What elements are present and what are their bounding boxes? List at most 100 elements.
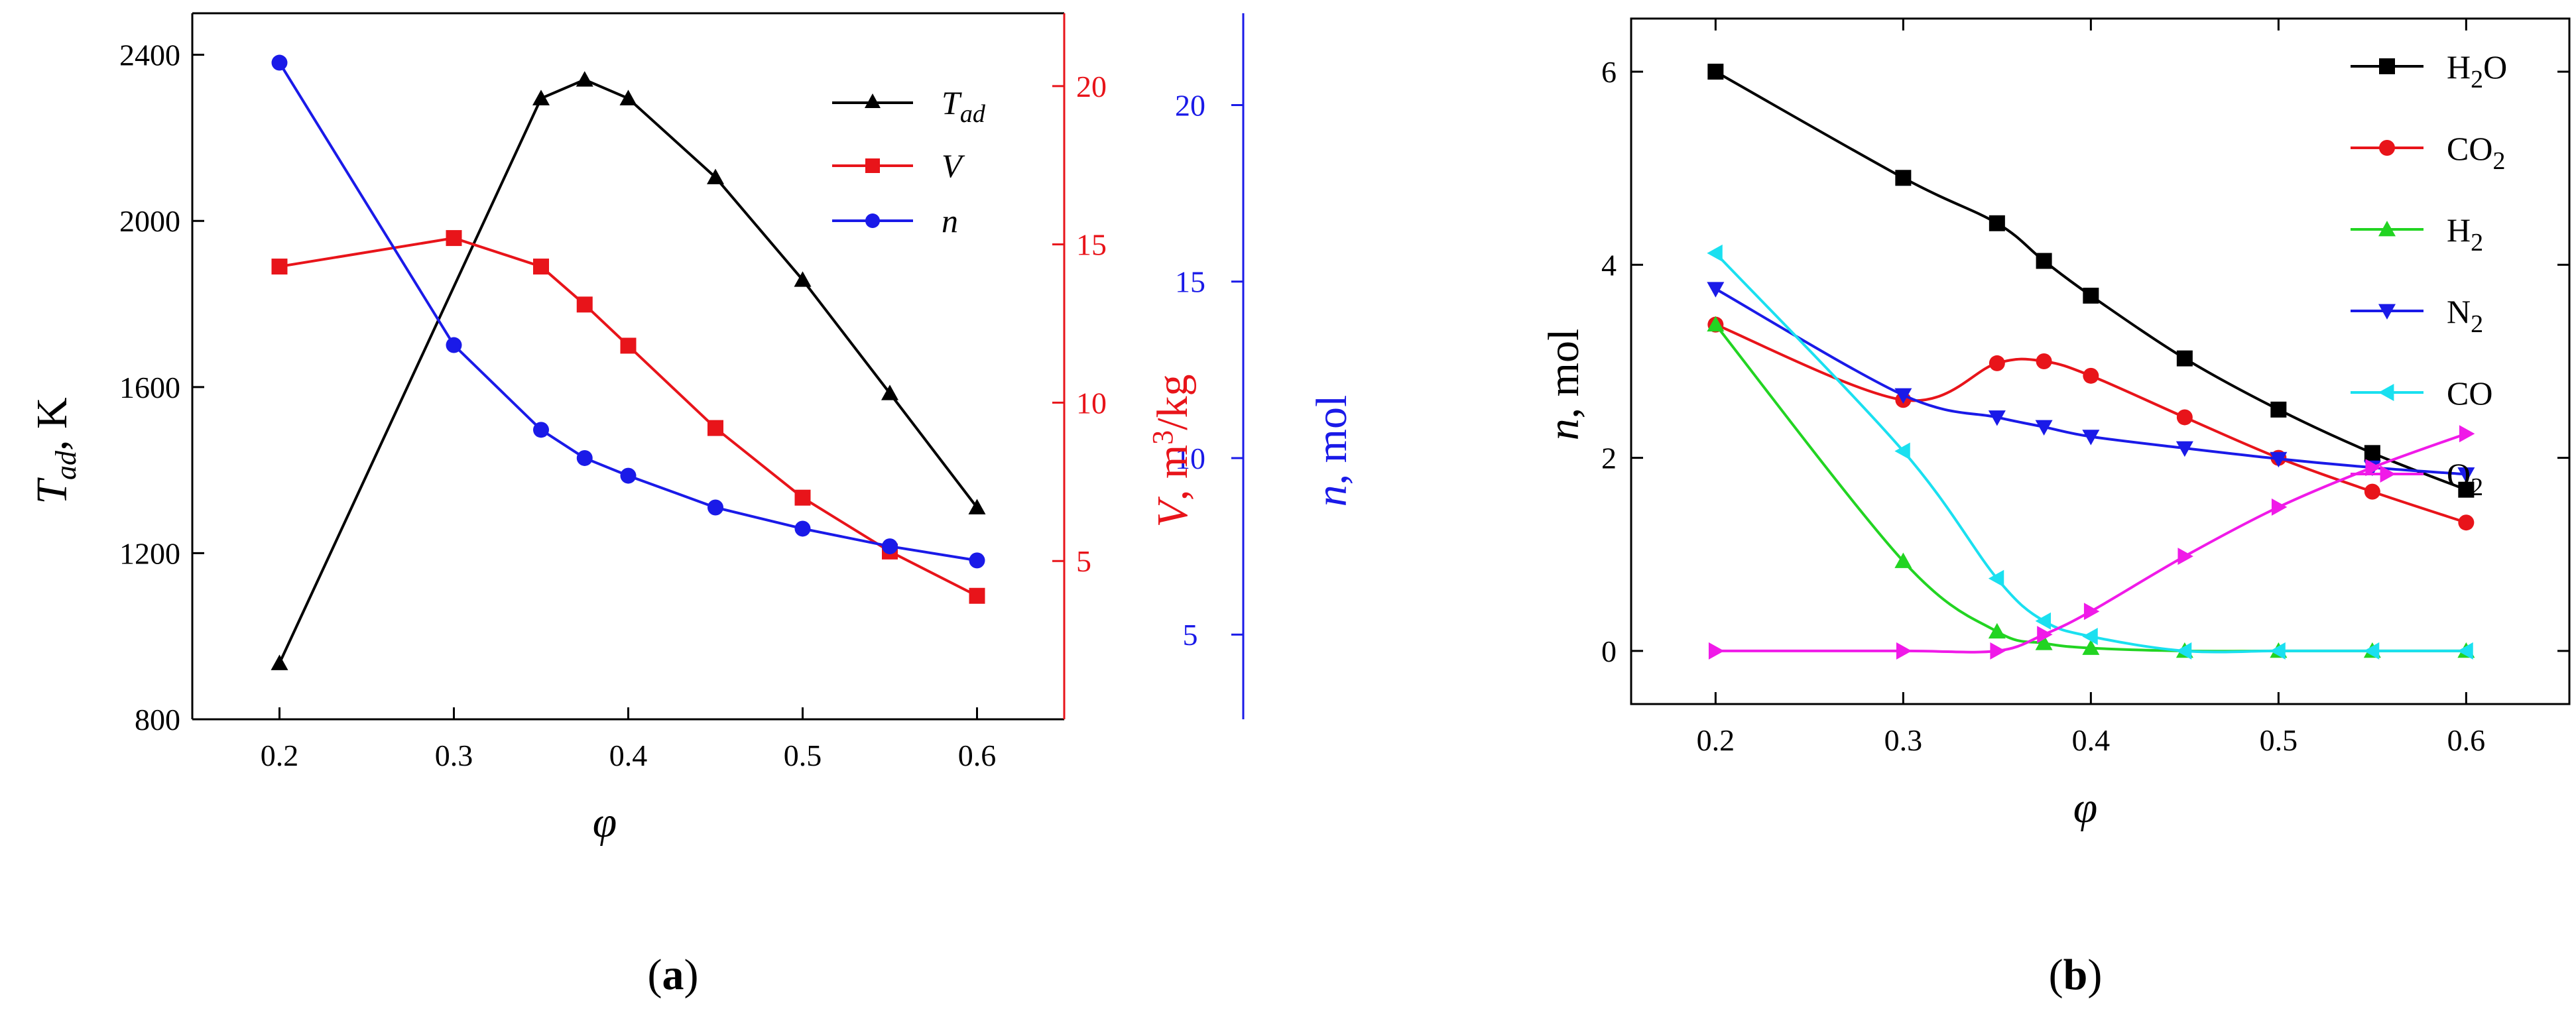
panel-b-point-co2: [1989, 355, 2005, 371]
panel-b-point-n2: [1894, 388, 1912, 404]
panel-a-series-line-n: [278, 62, 977, 562]
legend-marker-n: [865, 213, 880, 228]
panel-b-point-co2: [2458, 514, 2475, 531]
panel-b-point-n2: [2082, 430, 2100, 445]
panel-b-point-o2: [2459, 425, 2475, 443]
panel-b-point-o2: [1708, 642, 1725, 660]
panel-a-point-n: [620, 467, 637, 484]
panel-a-right1-tick-label: 10: [1076, 386, 1107, 420]
panel-a-x-tick-label: 0.2: [261, 739, 299, 772]
panel-b-point-co: [2176, 642, 2192, 660]
panel-b-point-o2: [1990, 642, 2006, 660]
panel-b-frame: [1630, 17, 2571, 705]
panel-a-right1-tick-label: 15: [1076, 228, 1107, 262]
panel-b-y-tick-label: 4: [1601, 248, 1617, 282]
panel-a-point-n: [533, 422, 549, 438]
panel-b-point-o2: [2365, 459, 2381, 477]
panel-a-point-tad: [968, 499, 986, 514]
panel-b-y-tick-label: 0: [1601, 634, 1617, 668]
panel-a-right2-tick-label: 10: [1175, 442, 1205, 475]
panel-a-label: (a): [648, 951, 699, 999]
panel-b-point-co: [2457, 642, 2473, 660]
panel-b-point-h2o: [2083, 287, 2099, 304]
panel-a-point-tad: [619, 89, 637, 105]
panel-b-label: (b): [2049, 951, 2103, 999]
panel-b-point-n2: [2176, 441, 2193, 457]
panel-b-x-tick-label: 0.6: [2447, 723, 2486, 757]
legend-label-tad: Tad: [942, 84, 986, 128]
panel-a-point-n: [794, 520, 811, 537]
legend-label-v: V: [942, 147, 965, 184]
panel-b-point-h2o: [1707, 64, 1724, 80]
panel-a-right1-axis-title: V, m3/kg: [1146, 374, 1197, 527]
panel-b-legend-label-h2: H2: [2447, 211, 2483, 257]
panel-b-point-co: [2363, 642, 2380, 660]
panel-a-point-n: [446, 337, 462, 353]
panel-a-x-axis-title: φ: [593, 798, 617, 847]
panel-a-point-v: [446, 230, 462, 247]
panel-b-legend-marker-o2: [2380, 465, 2396, 483]
panel-a-point-n: [576, 449, 593, 466]
panel-b-point-h2o: [2036, 253, 2052, 269]
panel-b-point-o2: [2177, 548, 2193, 565]
panel-b-series-line-co: [1714, 252, 2467, 654]
panel-a-x-tick-label: 0.5: [784, 739, 822, 772]
panel-b-series-line-h2o: [1715, 70, 2467, 491]
panel-a-right1-tick-label: 5: [1076, 544, 1091, 578]
panel-b-point-co: [2035, 612, 2051, 630]
panel-a-right1-tick-label: 20: [1076, 70, 1107, 103]
panel-b-legend-marker-n2: [2378, 304, 2396, 320]
panel-b-point-h2: [1988, 623, 2006, 639]
panel-b-legend-marker-co: [2378, 384, 2394, 401]
panel-b-legend-label-co2: CO2: [2447, 130, 2505, 175]
panel-b-point-h2o: [1895, 170, 1912, 186]
panel-b-legend-marker-h2o: [2379, 58, 2395, 74]
panel-b-legend-label-o2: O2: [2447, 456, 2483, 501]
panel-b-point-co2: [2176, 409, 2193, 426]
panel-a-right2-tick-label: 15: [1175, 265, 1205, 299]
panel-b-legend-marker-h2: [2378, 221, 2396, 237]
panel-b-point-co: [2082, 628, 2098, 646]
panel-b-point-h2o: [2176, 350, 2193, 367]
panel-a-point-v: [969, 587, 985, 604]
panel-b-point-h2o: [2270, 401, 2287, 418]
panel-a-left-axis-title: Tad, K: [28, 397, 82, 504]
panel-b-x-tick-label: 0.4: [2072, 723, 2111, 757]
panel-a: 0.2 0.3 0.4 0.5 0.6 800 1200 1600 2000 2400 5 10 15 2…: [28, 12, 1356, 999]
panel-a-point-n: [882, 538, 898, 555]
legend-label-n: n: [942, 202, 958, 239]
legend-marker-tad: [865, 93, 881, 108]
panel-a-point-tad: [794, 271, 812, 287]
panel-b-point-h2o: [2458, 481, 2475, 498]
panel-b-point-h2: [1894, 552, 1912, 568]
panel-b-y-axis-title: n, mol: [1540, 329, 1588, 441]
panel-b-point-h2o: [1989, 215, 2005, 231]
panel-a-point-n: [707, 499, 723, 516]
panel-b-point-o2: [1896, 642, 1912, 660]
panel-a-left-tick-label: 2400: [119, 38, 180, 72]
panel-b-y-tick-label: 2: [1601, 442, 1617, 475]
panel-a-left-tick-label: 2000: [119, 204, 180, 238]
panel-b-legend-label-n2: N2: [2447, 293, 2483, 338]
panel-a-x-tick-label: 0.3: [435, 739, 473, 772]
panel-a-point-n: [271, 54, 288, 71]
panel-b-point-n2: [2270, 451, 2288, 468]
panel-b-point-n2: [2035, 420, 2053, 436]
panel-a-marks: [271, 54, 986, 670]
panel-a-right2-tick-label: 20: [1175, 88, 1205, 122]
panel-b-point-h2: [1707, 316, 1725, 332]
panel-b-x-tick-label: 0.5: [2260, 723, 2298, 757]
panel-b-point-h2: [2035, 634, 2053, 650]
panel-b-y-tick-label: 6: [1601, 55, 1617, 89]
panel-a-point-v: [576, 296, 593, 313]
panel-a-series-line-tad: [278, 78, 979, 664]
panel-a-point-v: [533, 259, 549, 275]
panel-b-point-co: [2270, 642, 2286, 660]
panel-b-axes: 0.2 0.3 0.4 0.5 0.6 0 2 4 6: [1601, 17, 2571, 757]
panel-b-point-co: [1894, 442, 1910, 460]
panel-b-point-n2: [1707, 282, 1725, 298]
panel-a-left-tick-label: 800: [135, 703, 180, 737]
panel-b-legend-label-co: CO: [2447, 375, 2492, 412]
panel-b-point-n2: [1988, 410, 2006, 426]
panel-b-point-o2: [2083, 603, 2100, 621]
